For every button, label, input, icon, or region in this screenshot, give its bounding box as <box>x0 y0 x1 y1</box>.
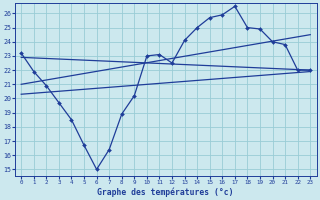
X-axis label: Graphe des températures (°c): Graphe des températures (°c) <box>98 187 234 197</box>
